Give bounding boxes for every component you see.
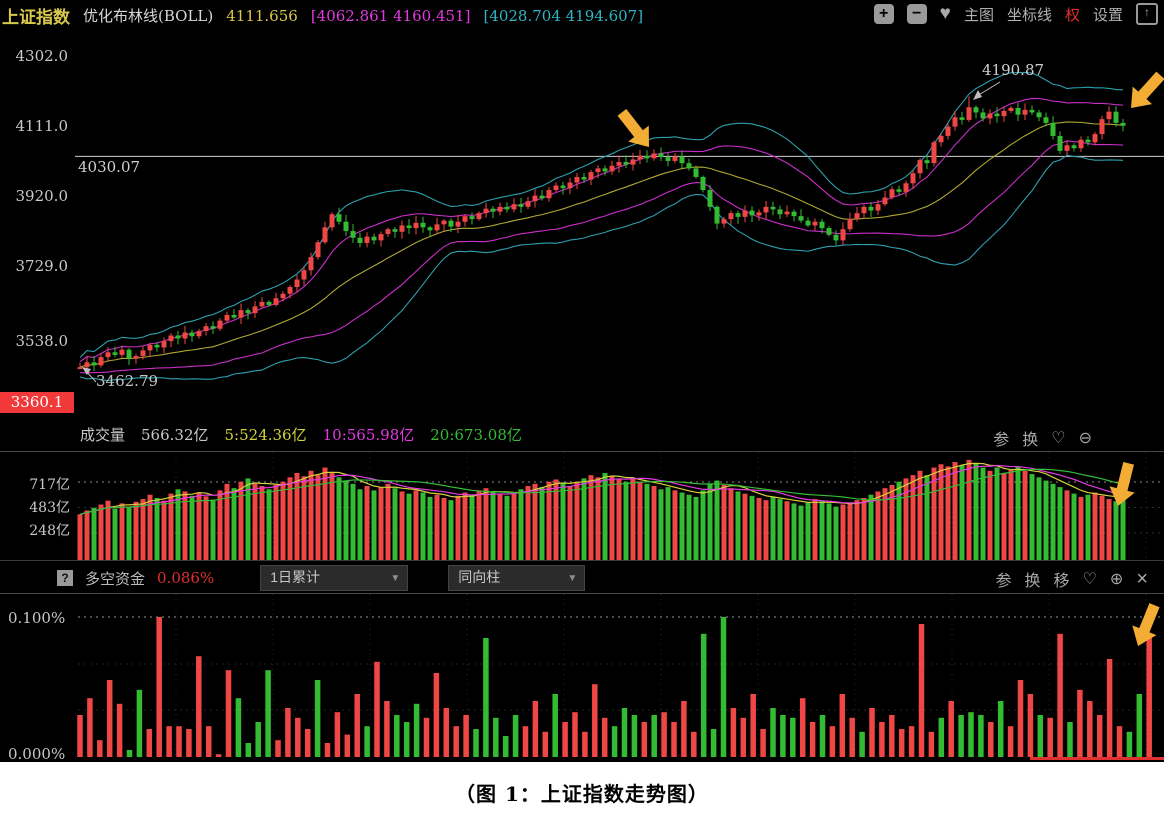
volume-header: 成交量 566.32亿 5:524.36亿 10:565.98亿 20:673.… — [80, 424, 522, 445]
y-axis-tick: 248亿 — [29, 523, 70, 539]
low-value-label: 3462.79 — [96, 372, 159, 390]
indicator-value: 0.086% — [157, 569, 215, 587]
volume-panel-controls: 参换 ♡ ⊖ — [993, 426, 1092, 450]
indicator-bars-layer — [77, 617, 1152, 757]
favorite-icon[interactable]: ♥ — [939, 3, 951, 24]
chart-header: 上证指数 优化布林线(BOLL) 4111.656 [4062.861 4160… — [0, 0, 1164, 28]
y-axis-tick: 4302.0 — [15, 47, 69, 65]
export-button[interactable]: ↑ — [1136, 3, 1158, 25]
indicator-y-max-label: 0.100% — [8, 609, 66, 627]
figure-caption-text: （图 1：上证指数走势图） — [455, 782, 709, 806]
favorite-outline-icon[interactable]: ♡ — [1082, 571, 1097, 588]
divider — [0, 593, 1164, 594]
divider — [0, 560, 1164, 561]
period-dropdown[interactable]: 1日累计 ▼ — [260, 565, 409, 591]
zoom-out-icon[interactable]: ⊖ — [1078, 430, 1092, 447]
switch-icon[interactable]: 换 — [1022, 432, 1039, 449]
volume-ma20: 20:673.08亿 — [430, 426, 522, 444]
boll-outer-band-values: [4028.704 4194.607] — [483, 6, 644, 25]
move-icon[interactable]: 移 — [1053, 573, 1070, 590]
volume-chart-canvas[interactable] — [0, 452, 1164, 560]
axis-lines-menu[interactable]: 坐标线 — [1006, 6, 1052, 24]
y-axis-tick: 3538.0 — [15, 332, 69, 350]
divider — [0, 451, 1164, 452]
baseline-highlight — [1030, 757, 1164, 760]
boll-mid-value: 4111.656 — [226, 6, 298, 25]
volume-current: 566.32亿 — [141, 426, 209, 444]
candles-layer — [77, 96, 1126, 374]
indicator-name: 优化布林线(BOLL) — [83, 7, 214, 25]
figure-caption: （图 1：上证指数走势图） — [0, 762, 1164, 816]
y-axis-tick: 717亿 — [29, 477, 70, 493]
help-icon[interactable]: ? — [57, 570, 73, 586]
volume-ma10: 10:565.98亿 — [322, 426, 415, 444]
symbol-name[interactable]: 上证指数 — [2, 8, 70, 28]
volume-title: 成交量 — [80, 426, 126, 444]
volume-ma5: 5:524.36亿 — [224, 426, 307, 444]
chevron-down-icon: ▼ — [390, 573, 401, 584]
main-chart-canvas[interactable] — [0, 28, 1164, 420]
chart-region: 上证指数 优化布林线(BOLL) 4111.656 [4062.861 4160… — [0, 0, 1164, 763]
params-icon[interactable]: 参 — [993, 432, 1010, 449]
y-axis-tick: 3920.0 — [15, 187, 69, 205]
y-axis-tick: 483亿 — [29, 500, 70, 516]
switch-icon[interactable]: 换 — [1024, 573, 1041, 590]
indicator-y-min-label: 0.000% — [8, 745, 66, 763]
rights-adjust-menu[interactable]: 权 — [1064, 6, 1080, 24]
style-dropdown-value: 同向柱 — [458, 569, 501, 585]
hline-value-label: 4030.07 — [78, 158, 141, 176]
boll-inner-band-values: [4062.861 4160.451] — [310, 6, 471, 25]
indicator-chart-canvas[interactable] — [0, 594, 1164, 762]
chart-header-controls: + − ♥ 主图 坐标线权设置 ↑ — [873, 3, 1158, 25]
indicator-title: 多空资金 — [85, 569, 146, 588]
settings-menu[interactable]: 设置 — [1092, 6, 1123, 24]
peak-value-label: 4190.87 — [982, 61, 1045, 79]
main-chart-menu[interactable]: 主图 — [963, 6, 994, 24]
close-icon[interactable]: × — [1136, 568, 1148, 590]
volume-bars-layer — [77, 459, 1126, 560]
zoom-in-icon[interactable]: ⊕ — [1109, 571, 1124, 588]
volume-ma-layer — [79, 462, 1124, 515]
params-icon[interactable]: 参 — [995, 573, 1012, 590]
period-dropdown-value: 1日累计 — [270, 569, 321, 585]
zoom-in-button[interactable]: + — [873, 4, 894, 24]
y-axis-tick: 4111.0 — [15, 117, 69, 135]
price-badge: 3360.1 — [0, 392, 74, 413]
indicator-panel-controls: 参换移 ♡ ⊕ × — [996, 567, 1148, 591]
y-axis-tick: 3729.0 — [15, 257, 69, 275]
favorite-outline-icon[interactable]: ♡ — [1051, 430, 1066, 447]
zoom-out-button[interactable]: − — [906, 4, 927, 24]
indicator-header: ? 多空资金 0.086% 1日累计 ▼ 同向柱 ▼ — [57, 565, 586, 591]
style-dropdown[interactable]: 同向柱 ▼ — [448, 565, 586, 591]
chart-header-left: 上证指数 优化布林线(BOLL) 4111.656 [4062.861 4160… — [2, 3, 644, 29]
chevron-down-icon: ▼ — [567, 573, 578, 584]
